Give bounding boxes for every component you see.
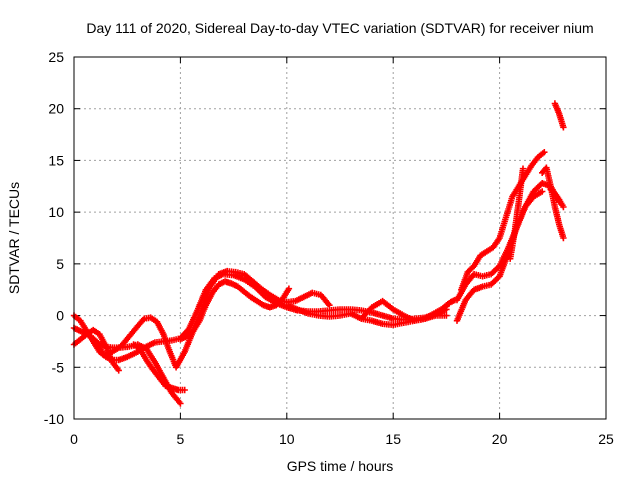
y-tick-label: -5 [52,359,65,375]
data-point [115,367,122,374]
data-point [560,234,567,242]
data-point [443,312,450,319]
series-track-6 [177,278,293,343]
series-track-16 [551,100,567,131]
x-tick-label: 10 [279,431,295,447]
x-axis-label: GPS time / hours [287,458,394,474]
data-point [519,165,527,172]
series-track-15 [547,186,567,211]
y-tick-label: 15 [48,152,64,168]
x-tick-label: 20 [492,431,508,447]
data-point [539,188,546,195]
data-point [560,203,567,211]
x-tick-label: 0 [70,431,78,447]
data-points [70,100,567,407]
y-tick-label: 20 [48,101,64,117]
data-point [285,285,293,292]
data-point [177,400,184,407]
series-track-8 [358,312,450,329]
data-point [541,149,548,156]
chart-title: Day 111 of 2020, Sidereal Day-to-day VTE… [86,20,593,36]
series-track-13 [507,165,527,262]
y-tick-label: 0 [56,308,64,324]
x-tick-label: 15 [385,431,401,447]
data-point [560,124,567,131]
series-track-5 [130,341,188,394]
y-tick-label: 5 [56,256,64,272]
y-tick-label: 25 [48,49,64,65]
y-tick-label: -10 [44,411,64,427]
data-point [181,386,188,394]
x-tick-label: 25 [598,431,614,447]
y-axis-label: SDTVAR / TECUs [6,182,22,294]
series-track-7 [283,297,450,324]
x-tick-label: 5 [177,431,185,447]
series-track-12 [458,149,548,293]
plot-frame [73,56,607,420]
y-tick-label: 10 [48,204,64,220]
data-point [326,302,333,309]
